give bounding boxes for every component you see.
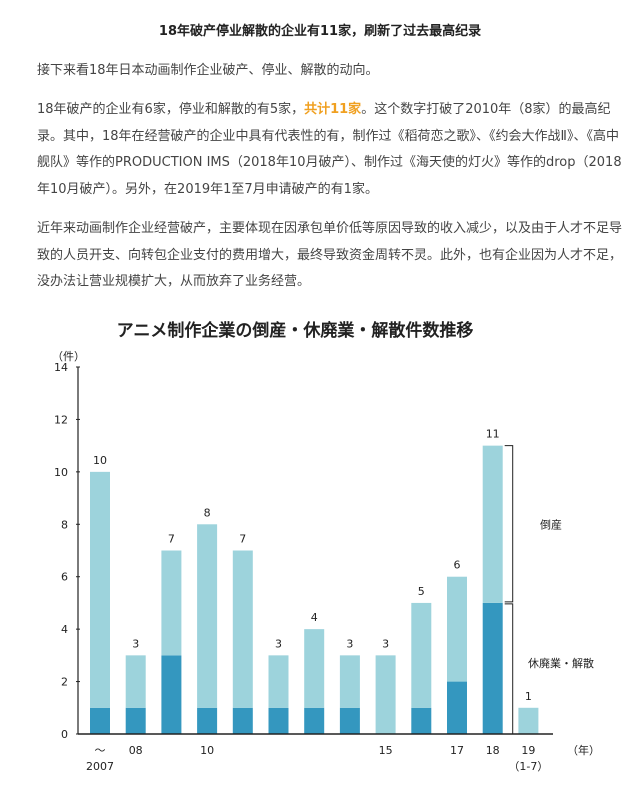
bar-segment [482, 445, 503, 603]
bar-segment [482, 602, 503, 734]
bar-segment [197, 524, 218, 708]
x-tick-label: 10 [200, 744, 214, 757]
bar-segment [339, 707, 360, 734]
paragraph-causes: 近年来动画制作企业经营破产，主要体现在因承包单价低等原因导致的收入减少，以及由于… [37, 221, 623, 290]
bar-total-label: 3 [382, 637, 389, 650]
paragraph-intro: 接下来看18年日本动画制作企业破产、停业、解散的动向。 [37, 63, 379, 78]
total-highlight: 共计11家 [304, 102, 362, 117]
chart-title: アニメ制作企業の倒産・休廃業・解散件数推移 [117, 320, 474, 341]
bar-segment [518, 707, 539, 734]
stats-text-a: 18年破产的企业有6家，停业和解散的有5家， [37, 102, 305, 117]
bar-segment [125, 707, 146, 734]
legend-label-closure: 休廃業・解散 [528, 656, 594, 670]
bar-chart: アニメ制作企業の倒産・休廃業・解散件数推移（件）0246810121410～20… [52, 320, 600, 773]
x-tick-label: 15 [379, 744, 393, 757]
bar-segment [447, 681, 467, 734]
bracket-bankruptcy [504, 445, 514, 603]
bar-total-label: 6 [454, 559, 461, 572]
bar-total-label: 1 [525, 690, 532, 703]
stats-text-b: 。这个数字打破了2010年（8家）的最高纪录。其中，18年在经营破产的企业中具有… [37, 102, 622, 197]
bar-segment [161, 655, 182, 734]
bar-total-label: 8 [204, 506, 211, 519]
article-heading: 18年破产停业解散的企业有11家，刷新了过去最高纪录 [158, 24, 482, 39]
y-tick-label: 8 [61, 518, 68, 531]
bar-segment [411, 602, 432, 708]
y-tick-label: 4 [61, 623, 68, 636]
bar-segment [375, 655, 396, 734]
y-axis-label: （件） [52, 350, 85, 363]
bar-total-label: 3 [275, 637, 282, 650]
bar-segment [232, 550, 253, 708]
bar-total-label: 5 [418, 585, 425, 598]
x-tick-label: 2007 [86, 760, 114, 773]
paragraph-stats: 18年破产的企业有6家，停业和解散的有5家，共计11家。这个数字打破了2010年… [37, 97, 629, 203]
y-tick-label: 6 [61, 571, 68, 584]
x-tick-label: （1-7） [508, 760, 548, 773]
bar-segment [90, 471, 110, 708]
bar-segment [90, 707, 110, 734]
bar-total-label: 4 [311, 611, 318, 624]
bar-segment [447, 576, 467, 682]
bar-total-label: 3 [346, 637, 353, 650]
y-tick-label: 10 [54, 466, 68, 479]
y-tick-label: 12 [54, 413, 68, 426]
bar-segment [268, 655, 289, 708]
y-tick-label: 14 [54, 361, 68, 374]
bar-segment [197, 707, 218, 734]
bar-total-label: 7 [239, 533, 246, 546]
x-tick-label: 08 [129, 744, 143, 757]
y-tick-label: 2 [61, 676, 68, 689]
bar-total-label: 11 [486, 428, 500, 441]
bracket-closure [504, 603, 514, 735]
bar-segment [125, 655, 146, 708]
x-tick-label: ～ [95, 744, 106, 757]
x-tick-label: 19 [521, 744, 535, 757]
x-tick-label: 18 [486, 744, 500, 757]
x-tick-label: 17 [450, 744, 464, 757]
legend-label-bankruptcy: 倒産 [540, 518, 562, 531]
bar-segment [304, 629, 325, 708]
bar-segment [161, 550, 182, 656]
bar-segment [232, 707, 253, 734]
x-axis-label: （年） [567, 743, 600, 757]
bar-total-label: 10 [93, 454, 107, 467]
bar-segment [268, 707, 289, 734]
y-tick-label: 0 [61, 728, 68, 741]
bar-total-label: 3 [132, 637, 139, 650]
bar-segment [304, 707, 325, 734]
bar-segment [411, 707, 432, 734]
bar-total-label: 7 [168, 533, 175, 546]
bar-segment [339, 655, 360, 708]
